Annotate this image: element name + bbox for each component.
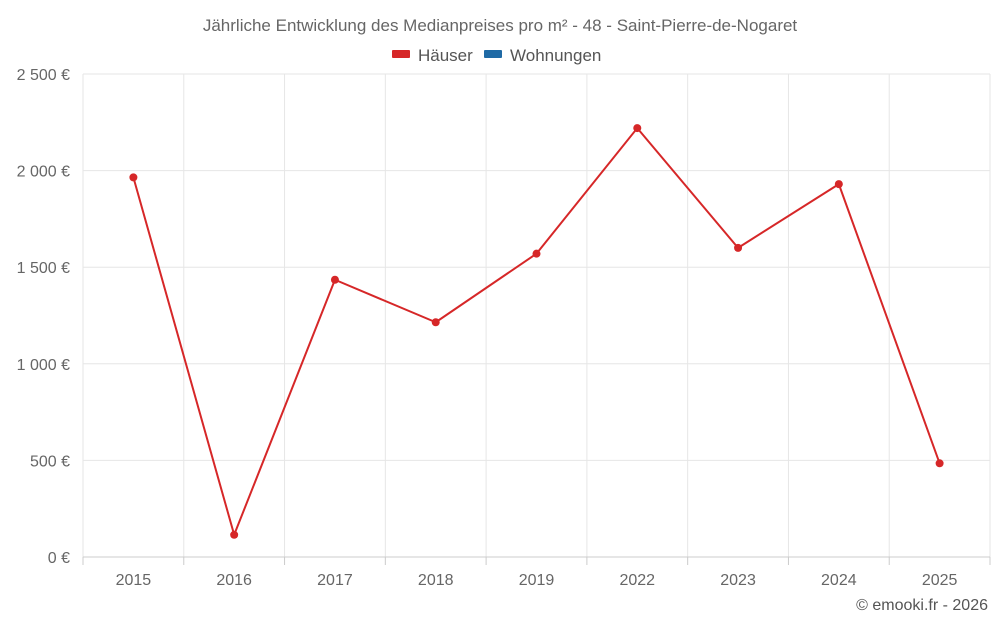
legend-swatch-haeuser xyxy=(392,50,410,58)
data-point[interactable] xyxy=(834,180,843,189)
x-tick-label: 2022 xyxy=(619,572,655,589)
legend-label-haeuser[interactable]: Häuser xyxy=(418,46,473,65)
data-point[interactable] xyxy=(230,530,239,539)
legend: Häuser Wohnungen xyxy=(392,46,601,65)
data-point[interactable] xyxy=(935,459,944,468)
x-tick-label: 2023 xyxy=(720,572,756,589)
series xyxy=(129,124,944,539)
x-tick-label: 2024 xyxy=(821,572,857,589)
x-tick-label: 2017 xyxy=(317,572,353,589)
x-tick-label: 2018 xyxy=(418,572,454,589)
series-line-0[interactable] xyxy=(132,127,941,536)
credit-text[interactable]: © emooki.fr - 2026 xyxy=(856,597,988,614)
x-tick-label: 2016 xyxy=(216,572,252,589)
x-tick-label: 2015 xyxy=(116,572,152,589)
axes: 0 € 500 € 1 000 € 1 500 € 2 000 € 2 500 € 2015… xyxy=(17,67,991,589)
y-tick-label: 2 500 € xyxy=(17,67,70,84)
data-point[interactable] xyxy=(330,275,339,284)
chart-title: Jährliche Entwicklung des Medianpreises … xyxy=(203,16,798,35)
y-tick-label: 2 000 € xyxy=(17,164,70,181)
data-point[interactable] xyxy=(734,243,743,252)
y-tick-label: 1 000 € xyxy=(17,357,70,374)
x-tick-label: 2019 xyxy=(519,572,555,589)
data-point[interactable] xyxy=(532,249,541,258)
x-tick-label: 2025 xyxy=(922,572,958,589)
data-point[interactable] xyxy=(431,318,440,327)
legend-swatch-wohnungen xyxy=(484,50,502,58)
data-point[interactable] xyxy=(633,124,642,133)
y-tick-label: 1 500 € xyxy=(17,260,70,277)
y-tick-label: 500 € xyxy=(30,453,70,470)
data-point[interactable] xyxy=(129,173,138,182)
grid xyxy=(82,73,991,557)
y-tick-label: 0 € xyxy=(48,550,70,567)
legend-label-wohnungen[interactable]: Wohnungen xyxy=(510,46,601,65)
